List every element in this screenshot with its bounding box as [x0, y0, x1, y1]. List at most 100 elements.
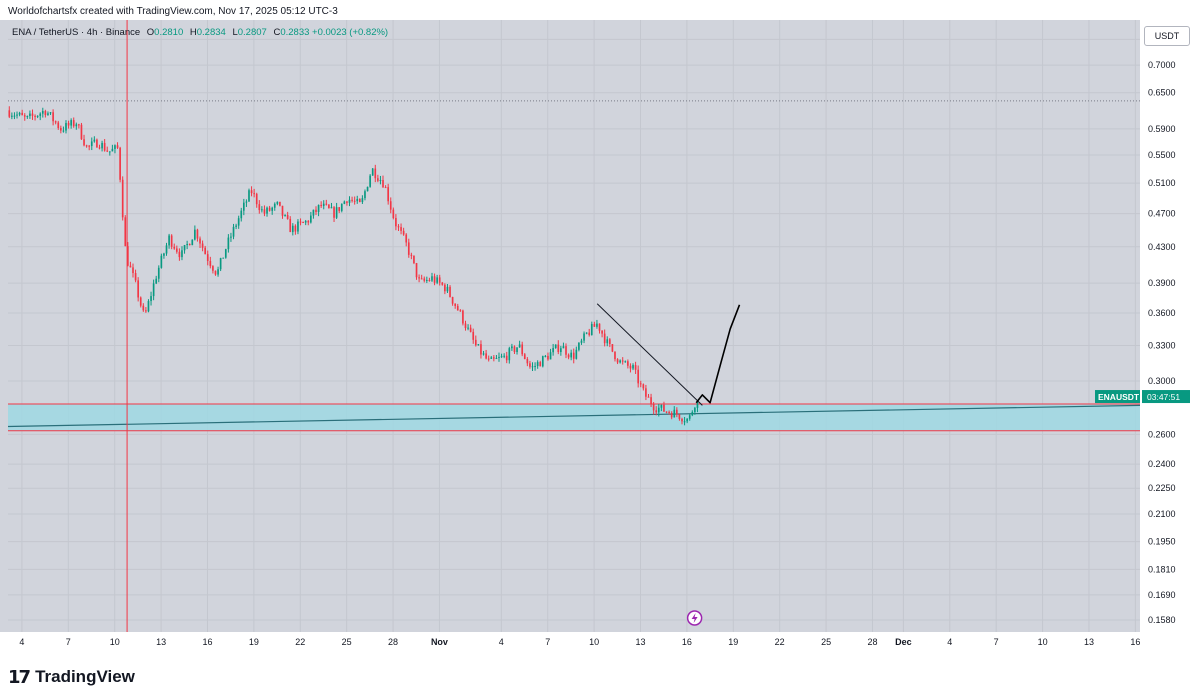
open-label: O	[146, 27, 155, 38]
candle-body	[103, 142, 106, 151]
candle-body	[299, 221, 302, 223]
time-tick-label: 13	[1084, 637, 1094, 647]
time-tick-label: 10	[1038, 637, 1048, 647]
price-tick-label: 0.1690	[1148, 590, 1176, 600]
symbol-price-tag[interactable]	[1095, 390, 1140, 404]
candle-body	[145, 310, 147, 312]
candle-body	[271, 207, 274, 211]
candle-body	[632, 365, 634, 369]
price-chart[interactable]: 0.75000.70000.65000.59000.55000.51000.47…	[0, 20, 1200, 656]
candle-body	[65, 122, 67, 131]
candle-body	[518, 344, 521, 348]
candle-body	[75, 124, 78, 127]
currency-button[interactable]: USDT	[1144, 26, 1190, 46]
candle-body	[603, 333, 606, 344]
candle-body	[294, 225, 297, 232]
candle-body	[402, 230, 405, 235]
candle-body	[178, 251, 181, 258]
candle-body	[614, 351, 616, 360]
candle-body	[513, 346, 516, 353]
candle-body	[328, 204, 330, 209]
price-tick-label: 0.3600	[1148, 308, 1176, 318]
candle-body	[619, 360, 621, 363]
time-tick-label: 10	[110, 637, 120, 647]
candle-body	[482, 353, 485, 355]
candle-body	[377, 178, 379, 181]
candle-body	[472, 331, 475, 340]
ascending-trendline[interactable]	[7, 404, 1141, 428]
candle-body	[438, 277, 441, 283]
candle-body	[446, 286, 449, 292]
candle-body	[214, 270, 217, 275]
candle-body	[279, 201, 281, 206]
candle-body	[49, 112, 52, 114]
countdown-tag	[1142, 390, 1190, 404]
candle-body	[665, 411, 668, 413]
candle-body	[250, 190, 253, 194]
candle-body	[181, 250, 183, 258]
candle-body	[13, 115, 16, 117]
candle-body	[322, 203, 325, 207]
candle-body	[405, 234, 408, 243]
tradingview-logo[interactable]: 17 TradingView	[8, 664, 135, 690]
candle-body	[567, 354, 570, 358]
candle-body	[57, 122, 60, 129]
candle-body	[374, 168, 377, 179]
price-tick-label: 0.2250	[1148, 483, 1176, 493]
descending-trendline[interactable]	[596, 303, 703, 406]
candle-body	[312, 209, 315, 216]
candle-body	[536, 362, 539, 366]
candle-body	[212, 266, 214, 271]
candle-body	[114, 145, 116, 149]
price-tick-label: 0.2100	[1148, 509, 1176, 519]
candle-body	[425, 279, 428, 281]
candle-body	[588, 332, 591, 336]
candle-body	[235, 225, 237, 227]
symbol-label[interactable]: ENA / TetherUS · 4h · Binance	[12, 27, 141, 38]
candle-body	[116, 145, 119, 148]
tradingview-logo-mark: 17	[8, 666, 31, 688]
price-tick-label: 0.1580	[1148, 615, 1176, 625]
candle-body	[531, 366, 534, 368]
candle-body	[297, 221, 299, 232]
candle-body	[407, 242, 410, 255]
candle-body	[111, 148, 114, 152]
candle-body	[44, 111, 47, 115]
candle-body	[500, 356, 503, 358]
candle-body	[302, 222, 304, 224]
candle-body	[521, 344, 524, 355]
price-tick-label: 0.3900	[1148, 278, 1176, 288]
candle-body	[395, 218, 397, 227]
candle-body	[431, 276, 433, 281]
candle-body	[163, 253, 165, 256]
candle-body	[186, 243, 188, 246]
candle-body	[441, 282, 444, 285]
candle-body	[462, 310, 464, 324]
candle-body	[534, 365, 536, 367]
candle-body	[93, 139, 96, 142]
candle-body	[601, 330, 603, 334]
time-tick-label: 28	[388, 637, 398, 647]
price-tick-label: 0.4300	[1148, 242, 1176, 252]
candle-body	[629, 365, 632, 369]
candle-body	[436, 277, 438, 283]
candle-body	[188, 243, 191, 246]
candle-body	[606, 339, 609, 344]
projection-path[interactable]	[695, 304, 741, 404]
candle-body	[652, 404, 655, 411]
candle-body	[152, 283, 155, 297]
candle-body	[660, 404, 663, 408]
time-tick-label: 28	[867, 637, 877, 647]
candle-body	[366, 186, 369, 192]
candle-body	[485, 353, 487, 359]
candle-body	[493, 357, 495, 359]
candle-body	[451, 296, 454, 304]
candle-body	[315, 209, 317, 213]
candle-body	[170, 235, 173, 247]
price-tick-label: 0.3300	[1148, 340, 1176, 350]
candle-body	[511, 346, 513, 349]
time-tick-label: 19	[728, 637, 738, 647]
candle-body	[276, 201, 279, 204]
time-tick-label: 22	[295, 637, 305, 647]
chart-area[interactable]: 0.75000.70000.65000.59000.55000.51000.47…	[0, 20, 1200, 656]
